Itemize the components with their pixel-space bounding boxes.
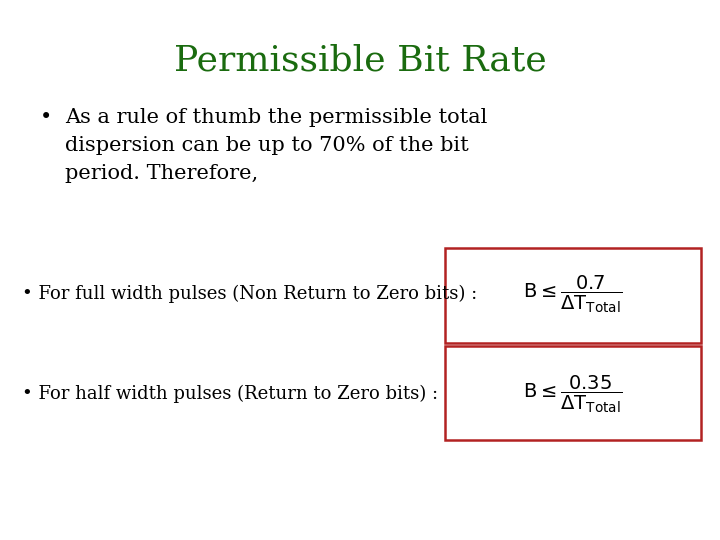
Text: $\mathrm{B} \leq \dfrac{0.35}{\Delta \mathrm{T}_{\mathrm{Total}}}$: $\mathrm{B} \leq \dfrac{0.35}{\Delta \ma… (523, 374, 623, 415)
Text: $\mathrm{B} \leq \dfrac{0.7}{\Delta \mathrm{T}_{\mathrm{Total}}}$: $\mathrm{B} \leq \dfrac{0.7}{\Delta \mat… (523, 274, 623, 315)
Text: • For half width pulses (Return to Zero bits) :: • For half width pulses (Return to Zero … (22, 385, 444, 403)
Bar (445, 346, 701, 440)
Text: •: • (40, 108, 52, 127)
Bar (445, 248, 701, 343)
Text: • For full width pulses (Non Return to Zero bits) :: • For full width pulses (Non Return to Z… (22, 285, 482, 303)
Text: As a rule of thumb the permissible total
dispersion can be up to 70% of the bit
: As a rule of thumb the permissible total… (65, 108, 487, 183)
Text: Permissible Bit Rate: Permissible Bit Rate (174, 43, 546, 77)
